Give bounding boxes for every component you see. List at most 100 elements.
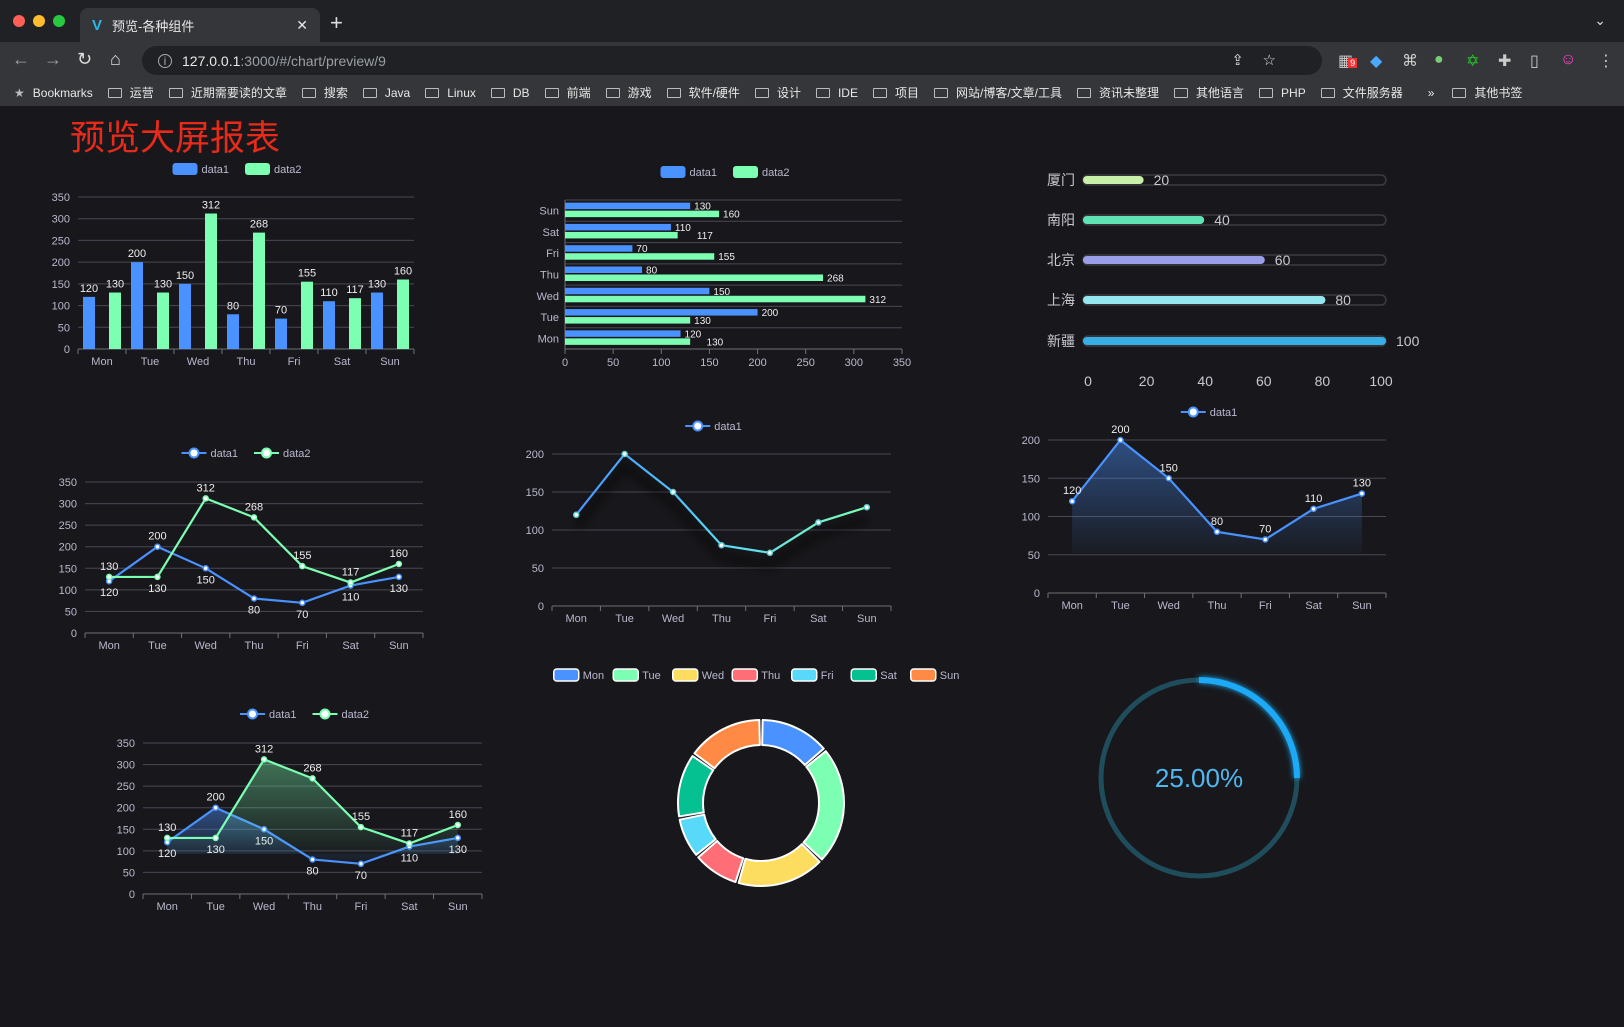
menu-kebab-icon[interactable]: ⋮ (1598, 53, 1614, 70)
bookmark-folder[interactable]: 文件服务器 (1320, 84, 1403, 101)
bookmark-folder[interactable]: 资讯未整理 (1077, 84, 1159, 101)
legend-item[interactable]: data1 (660, 166, 718, 179)
bookmark-folder[interactable]: 软件/硬件 (666, 84, 740, 101)
other-bookmarks-folder[interactable]: 其他书签 (1452, 84, 1522, 101)
home-icon[interactable]: ⌂ (110, 49, 121, 69)
legend-item[interactable]: data2 (312, 708, 370, 721)
bookmark-label: 运营 (129, 86, 154, 100)
y-tick-label: 0 (538, 601, 544, 613)
bookmark-folder[interactable]: 其他语言 (1174, 84, 1244, 101)
star-extension-icon[interactable]: ✡ (1466, 53, 1480, 70)
legend-item[interactable]: data1 (172, 163, 230, 176)
legend-item[interactable]: data2 (245, 163, 302, 176)
green-dot-extension-icon[interactable]: ● (1434, 51, 1444, 68)
legend-item[interactable]: data2 (254, 447, 311, 460)
bar (565, 231, 678, 239)
gem-extension-icon[interactable]: ◆ (1370, 53, 1383, 70)
side-panel-icon[interactable]: ▯ (1530, 53, 1539, 70)
bookmark-folder[interactable]: 项目 (872, 84, 919, 101)
new-tab-button[interactable]: + (330, 10, 343, 35)
data-label: 80 (248, 604, 260, 616)
legend-item[interactable]: Fri (791, 668, 834, 682)
legend-marker (188, 447, 200, 459)
bookmark-folder[interactable]: DB (490, 86, 530, 100)
progress-fill (1083, 216, 1205, 224)
extension-icon[interactable]: ▦9 (1338, 53, 1358, 70)
bookmark-folder[interactable]: 前端 (544, 84, 591, 101)
bookmark-folder[interactable]: Linux (425, 86, 476, 100)
bookmark-star-icon[interactable]: ☆ (1262, 52, 1276, 69)
y-tick-label: 150 (117, 824, 135, 836)
more-bookmarks-button[interactable]: » (1427, 85, 1435, 100)
legend-item[interactable]: Tue (612, 668, 661, 682)
legend-item[interactable]: Sat (850, 668, 897, 682)
legend-item[interactable]: Sun (910, 668, 960, 682)
bookmark-folder[interactable]: Java (362, 86, 410, 100)
extensions-puzzle-icon[interactable]: ✚ (1498, 53, 1512, 70)
bookmark-folder[interactable]: 搜索 (301, 84, 348, 101)
browser-tab-bar: V 预览-各种组件 ✕ + ⌄ (0, 0, 1624, 42)
browser-tab[interactable]: V 预览-各种组件 ✕ (80, 8, 320, 42)
minimize-window-button[interactable] (33, 15, 45, 27)
x-tick-label: Sat (334, 356, 351, 368)
y-tick-label: 100 (59, 585, 77, 597)
x-tick-label: Sat (810, 613, 827, 625)
bookmark-folder[interactable]: 设计 (754, 84, 801, 101)
tab-search-chevron-icon[interactable]: ⌄ (1594, 12, 1606, 28)
bookmark-folder[interactable]: 运营 (107, 84, 154, 101)
y-tick-label: 350 (59, 477, 77, 489)
profile-avatar[interactable]: ☺ (1560, 51, 1577, 68)
back-icon[interactable]: ← (12, 49, 30, 69)
folder-icon (754, 87, 769, 98)
forward-icon[interactable]: → (44, 49, 62, 69)
bar (397, 279, 409, 349)
legend-marker (1187, 406, 1199, 418)
legend-item[interactable]: Mon (553, 668, 604, 682)
bookmark-folder[interactable]: 游戏 (605, 84, 652, 101)
close-window-button[interactable] (13, 15, 25, 27)
data-label: 120 (685, 329, 702, 340)
bookmark-folder[interactable]: 近期需要读的文章 (168, 84, 287, 101)
x-tick-label: Tue (615, 613, 634, 625)
data-point (863, 503, 871, 511)
data-point (260, 756, 268, 763)
x-tick-label: 80 (1315, 373, 1331, 389)
legend-label: Thu (761, 670, 780, 682)
reload-icon[interactable]: ↻ (77, 49, 93, 69)
data-label: 40 (1214, 212, 1230, 228)
url-path: :3000/#/chart/preview/9 (240, 52, 386, 69)
donut-slice (677, 755, 715, 818)
bookmark-folder[interactable]: IDE (815, 86, 858, 100)
address-bar[interactable]: i 127.0.0.1:3000/#/chart/preview/9 ⇪ ☆ (142, 46, 1322, 75)
legend-item[interactable]: data1 (1180, 406, 1238, 419)
site-info-icon[interactable]: i (158, 53, 172, 68)
legend-item[interactable]: Thu (731, 668, 780, 682)
folder-icon (815, 87, 830, 98)
bar (565, 223, 671, 231)
progress-ring: 25.00% (1098, 677, 1300, 879)
data-label: 117 (401, 828, 419, 840)
bar (565, 274, 824, 281)
progress-bar-chart: 厦门 20 南阳 40 北京 60 上海 80 新疆 100 0 20 40 60 80 100 (1047, 172, 1420, 389)
bookmarks-manager[interactable]: ★ Bookmarks (14, 86, 93, 100)
bookmark-folder[interactable]: PHP (1259, 86, 1306, 100)
folder-icon (666, 87, 681, 98)
bar (179, 283, 191, 349)
x-tick-label: 100 (1369, 373, 1393, 389)
data-label: 80 (646, 266, 658, 277)
close-tab-icon[interactable]: ✕ (296, 16, 308, 33)
legend-swatch (731, 668, 758, 682)
legend-item[interactable]: data1 (181, 447, 239, 460)
legend-item[interactable]: data2 (733, 166, 790, 179)
legend-item[interactable]: data1 (685, 420, 742, 433)
x-tick-label: 200 (748, 357, 766, 369)
folder-icon (362, 87, 377, 98)
legend-item[interactable]: Wed (672, 668, 724, 682)
command-extension-icon[interactable]: ⌘ (1402, 53, 1418, 70)
share-icon[interactable]: ⇪ (1231, 52, 1244, 69)
legend-item[interactable]: data1 (240, 708, 297, 721)
data-label: 110 (320, 287, 338, 299)
bookmark-folder[interactable]: 网站/博客/文章/工具 (933, 84, 1062, 101)
bookmark-label: 软件/硬件 (688, 86, 740, 100)
maximize-window-button[interactable] (53, 15, 65, 27)
